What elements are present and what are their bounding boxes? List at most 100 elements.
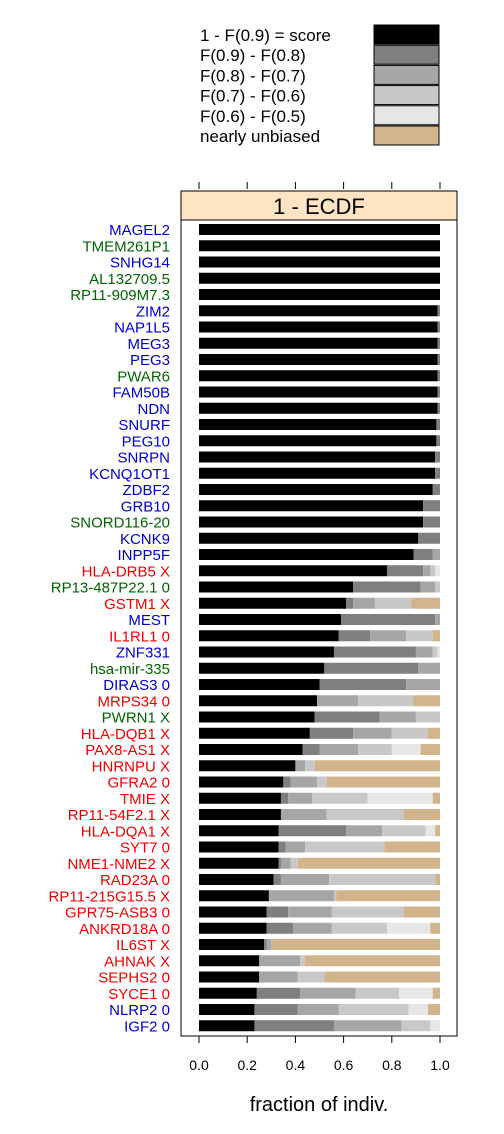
bar-segment [199, 646, 334, 658]
bar-segment [432, 646, 438, 658]
bar-segment [420, 744, 440, 755]
bar-segment [326, 776, 440, 788]
bar-segment [199, 614, 342, 625]
x-tick-label: 0.8 [382, 1057, 402, 1073]
bar-row [199, 484, 440, 495]
bar-segment [386, 565, 424, 577]
bar-segment [199, 955, 260, 967]
row-label: SNORD116-20 [70, 515, 170, 532]
row-label: GRB10 [121, 498, 170, 515]
row-label: hsa-mir-335 [90, 661, 170, 678]
bar-segment [199, 841, 279, 853]
x-tick-label: 0.2 [237, 1057, 257, 1073]
bar-segment [391, 744, 421, 755]
row-label: SNHG14 [110, 255, 170, 272]
row-label: IL1RL1 0 [109, 628, 170, 645]
bar-segment [199, 402, 438, 414]
bar-segment [199, 727, 310, 739]
bar-segment [259, 955, 301, 967]
bar-segment [406, 630, 433, 642]
bar-segment [254, 1020, 334, 1032]
bar-row [199, 776, 440, 788]
bar-segment [199, 532, 419, 544]
bar-segment [199, 987, 257, 999]
bar-segment [432, 630, 440, 642]
bar-segment [435, 825, 440, 837]
bar-segment [436, 435, 440, 447]
bar-segment [312, 792, 368, 804]
bar-segment [305, 955, 440, 967]
x-tick-label: 0.0 [189, 1057, 209, 1073]
row-label: PEG3 [130, 352, 170, 369]
bar-segment [264, 939, 267, 950]
plot-panel-frame [180, 219, 458, 1037]
row-label: TMEM261P1 [82, 238, 170, 255]
x-axis: 0.0 0.2 0.4 0.6 0.8 1.0 [189, 182, 450, 1073]
panel-title: 1 - ECDF [273, 194, 365, 219]
bar-segment [285, 841, 306, 853]
legend-label: nearly unbiased [200, 127, 320, 146]
bar-segment [199, 256, 440, 268]
bar-segment [317, 776, 327, 788]
bar-segment [288, 792, 313, 804]
row-label: MAGEL2 [109, 222, 170, 239]
row-label: RP11-215G15.5 X [49, 888, 170, 905]
bar-segment [259, 971, 298, 983]
bar-segment [199, 321, 438, 333]
bar-segment [297, 971, 325, 983]
bar-row [199, 451, 440, 463]
bar-segment [199, 224, 440, 235]
bar-segment [199, 792, 281, 804]
bar-segment [435, 581, 440, 593]
bar-segment [199, 354, 438, 365]
bar-row [199, 906, 440, 918]
row-label: ZDBF2 [122, 482, 170, 499]
bar-segment [199, 337, 438, 349]
bar-segment [280, 792, 289, 804]
bar-segment [199, 272, 440, 284]
bar-segment [199, 386, 438, 398]
legend-swatch [373, 85, 440, 106]
bar-segment [278, 825, 347, 837]
bar-segment [331, 906, 404, 918]
bar-segment [283, 776, 291, 788]
bar-segment [420, 581, 436, 593]
bar-segment [374, 597, 412, 609]
bar-segment [437, 321, 440, 333]
bar-row [199, 646, 440, 658]
bar-segment [199, 744, 303, 755]
row-label: SYT7 0 [120, 840, 170, 857]
bar-segment [199, 419, 437, 430]
bar-segment [437, 386, 440, 398]
bar-segment [386, 922, 431, 934]
bar-segment [432, 549, 440, 560]
bar-segment [370, 630, 407, 642]
row-label: NLRP2 0 [109, 1002, 170, 1019]
legend-swatch [373, 125, 440, 146]
bar-segment [399, 987, 433, 999]
row-label: KCNQ1OT1 [89, 466, 170, 483]
bar-row [199, 565, 440, 577]
bar-segment [432, 792, 440, 804]
row-label: ZNF331 [116, 645, 170, 662]
y-axis-labels: MAGEL2TMEM261P1SNHG14AL132709.5RP11-909M… [49, 222, 170, 1035]
legend-label: F(0.8) - F(0.7) [200, 66, 306, 85]
bar-segment [436, 419, 440, 430]
bar-segment [437, 354, 440, 365]
bar-segment [199, 874, 274, 885]
bar-segment [199, 240, 440, 252]
row-label: IGF2 0 [124, 1018, 170, 1035]
bar-segment [418, 532, 440, 544]
bar-row [199, 581, 440, 593]
legend-label: F(0.9) - F(0.8) [200, 46, 306, 65]
bar-segment [199, 711, 315, 723]
legend-label: 1 - F(0.9) = score [200, 26, 331, 45]
row-label: HLA-DQB1 X [81, 726, 170, 743]
bar-segment [305, 760, 315, 772]
bar-segment [336, 890, 440, 902]
bar-segment [199, 581, 354, 593]
bar-row [199, 305, 440, 317]
bar-segment [358, 744, 392, 755]
bar-segment [333, 890, 337, 902]
row-label: INPP5F [117, 547, 170, 564]
